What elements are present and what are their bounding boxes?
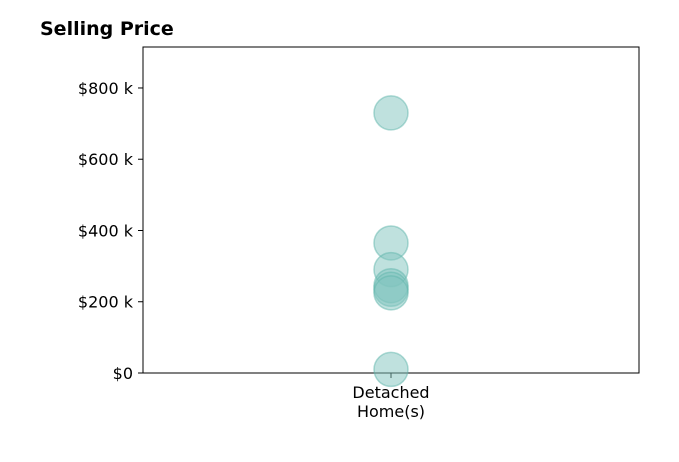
- data-point: [373, 95, 409, 131]
- plot-area: $0 $200 k $400 k $600 k $800 k DetachedHome(s…: [78, 46, 640, 421]
- x-tick-label: Home(s): [357, 402, 425, 421]
- data-point: [373, 351, 409, 388]
- data-point: [373, 275, 409, 311]
- y-tick-label: $800 k: [78, 79, 134, 98]
- y-tick-label: $0: [113, 364, 133, 383]
- y-tick-label: $200 k: [78, 293, 134, 312]
- y-tick-label: $600 k: [78, 150, 134, 169]
- y-tick-label: $400 k: [78, 221, 134, 240]
- chart-title: Selling Price: [40, 18, 174, 40]
- x-tick-label: Detached: [352, 383, 429, 402]
